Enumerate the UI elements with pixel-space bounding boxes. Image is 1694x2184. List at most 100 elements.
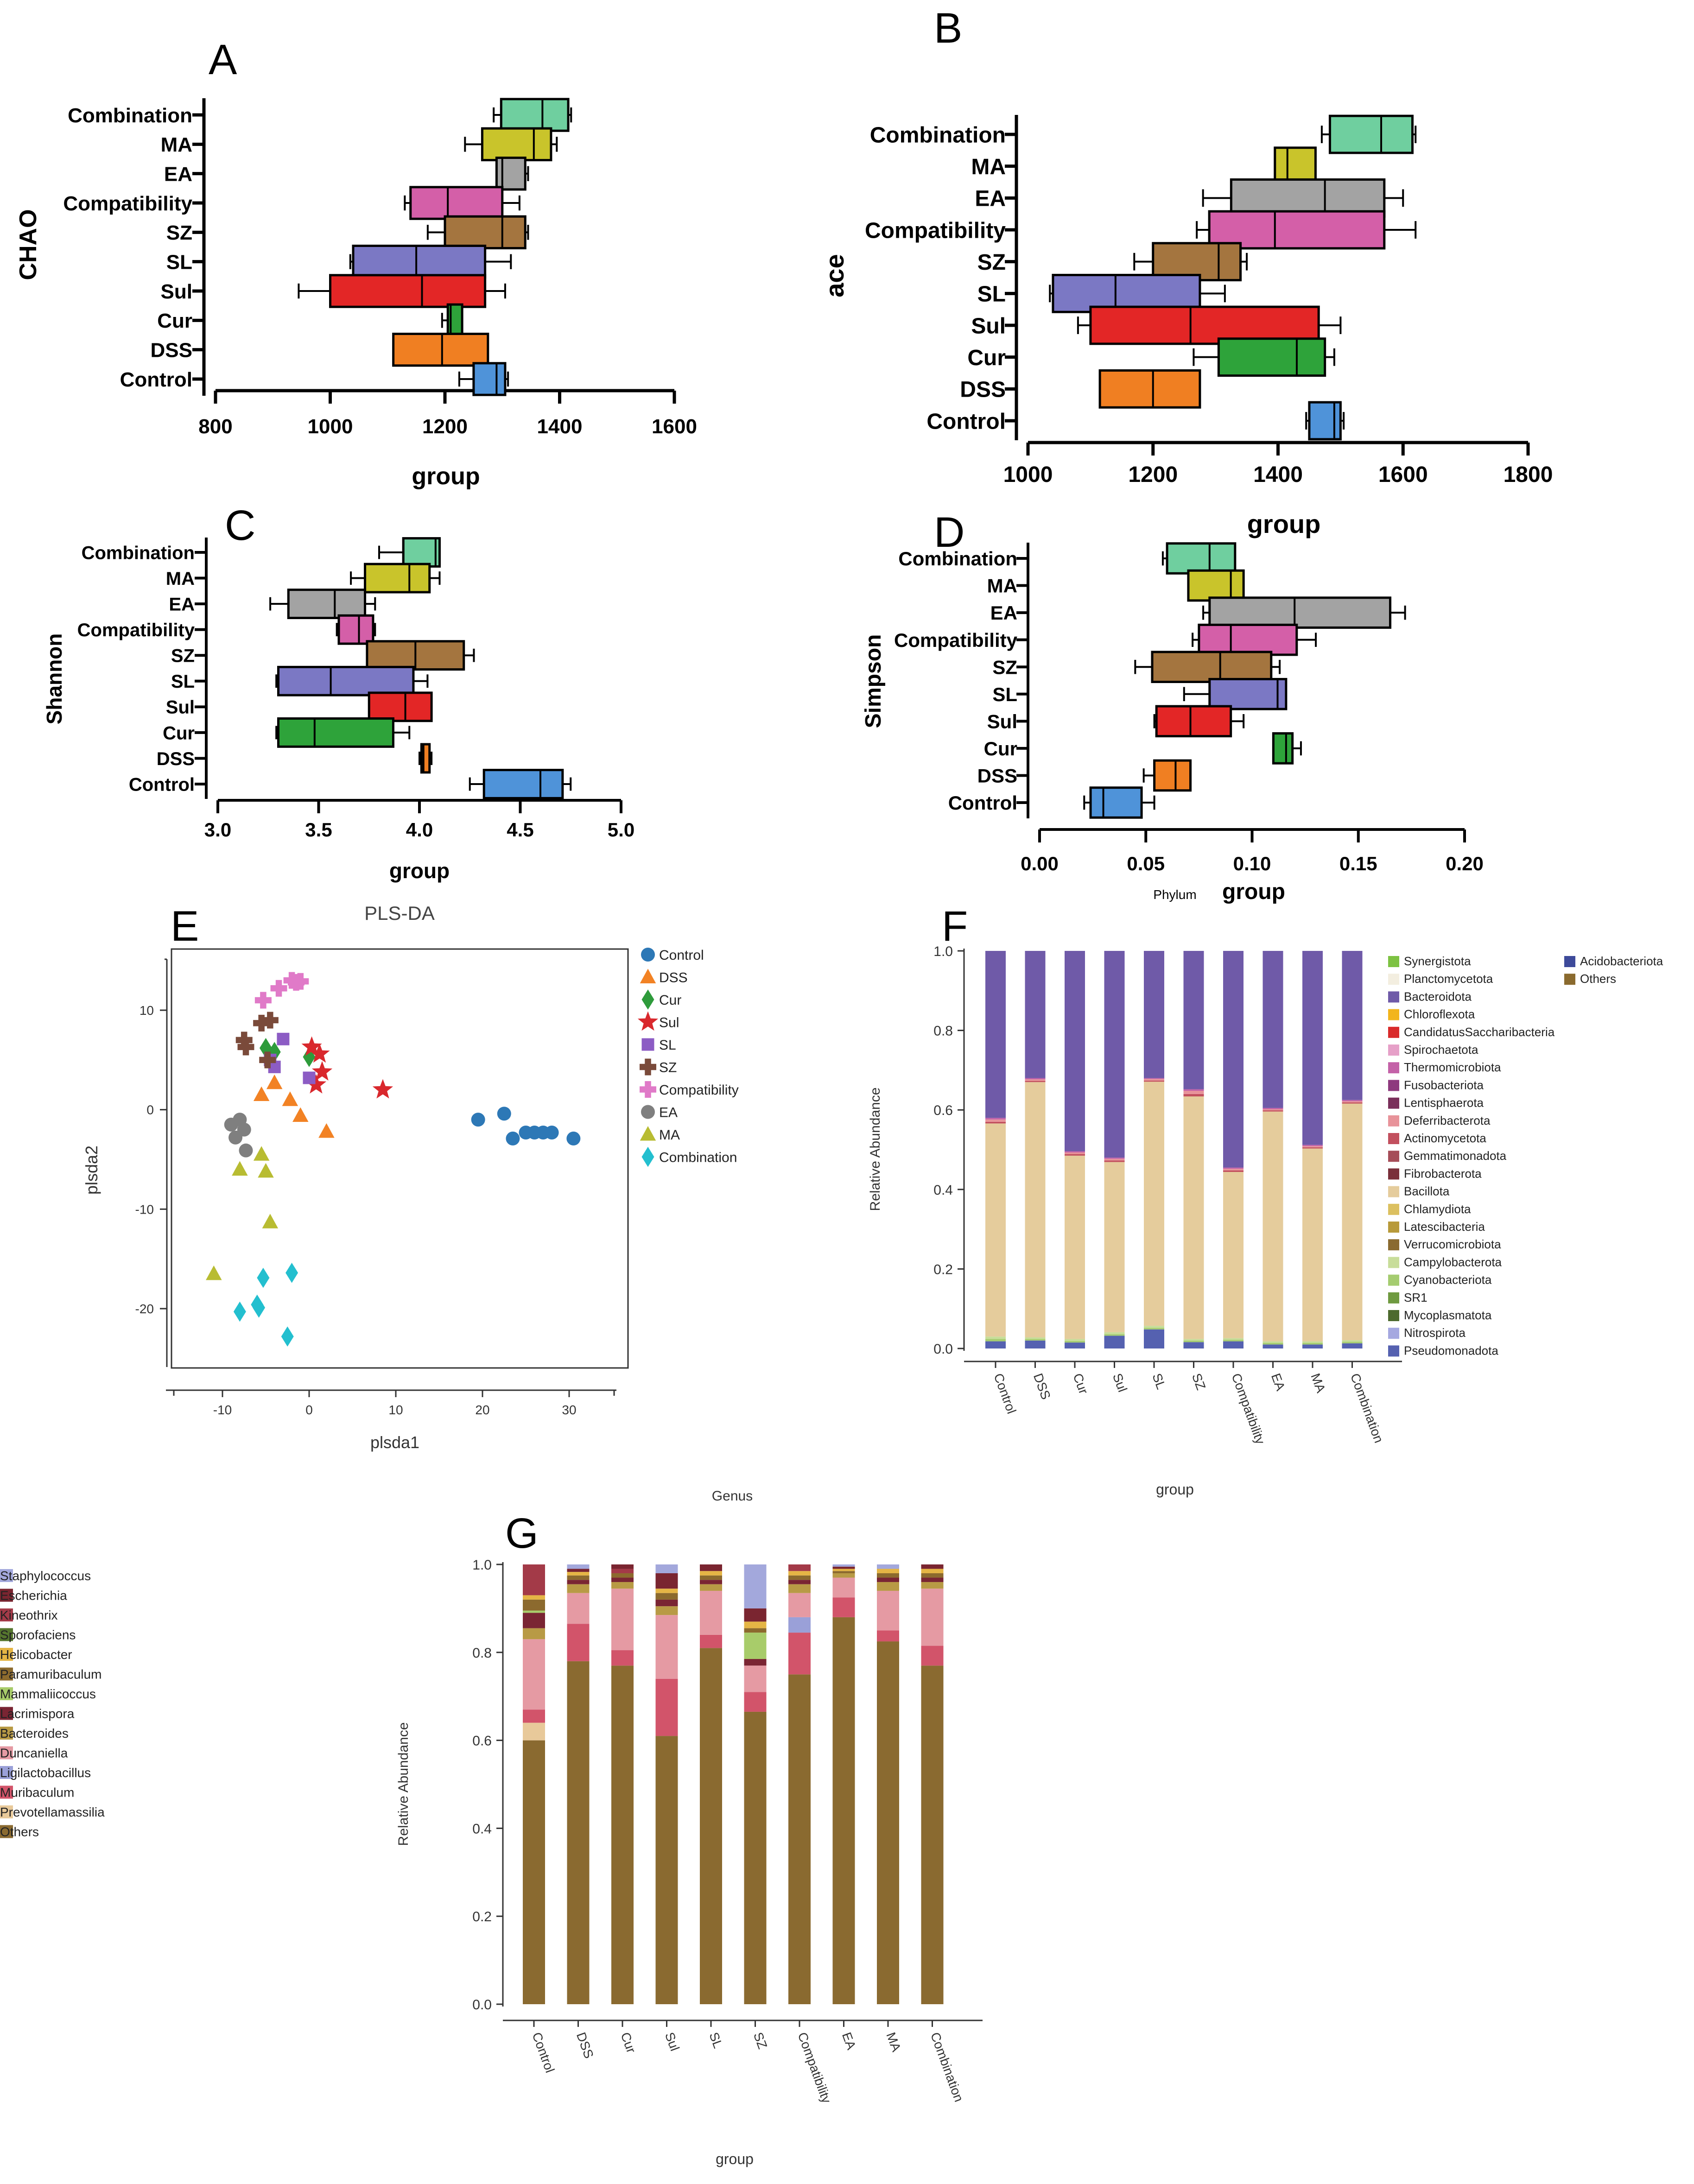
legend-label-f: Synergistota (1404, 954, 1471, 968)
legend-label-g: Kineothrix (0, 1608, 58, 1622)
legend-label-e: Cur (659, 993, 681, 1008)
point-e-combination (281, 1326, 294, 1347)
bar-segment-f-thermomicrobiota (1144, 1078, 1164, 1079)
point-e-sz (259, 1051, 276, 1069)
bar-segment-g-helicobacter (655, 1589, 678, 1593)
point-e-sul (301, 1036, 322, 1056)
legend-swatch-g (0, 1707, 13, 1720)
legend-swatch-f (1388, 1274, 1399, 1286)
chart-title-g: Genus (712, 1488, 753, 1504)
bar-segment-g-staphylococcus (567, 1564, 590, 1569)
x-tick-label-c: 4.5 (507, 819, 533, 841)
bar-segment-g-escherichia (744, 1608, 767, 1622)
box-a-dss (392, 332, 489, 367)
point-e-ea (228, 1130, 243, 1145)
bar-segment-f-pseudomonadota (1025, 1340, 1046, 1348)
legend-swatch-f (1388, 1310, 1399, 1321)
legend-swatch-f (1564, 974, 1575, 985)
bar-segment-g-helicobacter (567, 1572, 590, 1576)
bar-segment-g-duncaniella (567, 1593, 590, 1624)
bar-segment-f-thermomicrobiota (1302, 1145, 1323, 1146)
legend-label-f: Chloroflexota (1404, 1007, 1475, 1021)
bar-segment-f-deferribacterota (1342, 1101, 1363, 1102)
legend-swatch-g (0, 1628, 13, 1641)
point-e-control (566, 1131, 581, 1146)
point-e-combination (253, 1298, 266, 1318)
bar-segment-f-bacteroidota (1104, 951, 1125, 1158)
x-tick-label-f: Combination (1348, 1371, 1386, 1444)
bar-segment-g-bacteroides (788, 1584, 811, 1593)
point-e-dss (266, 1074, 283, 1089)
bar-segment-f-bacteroidota (1065, 951, 1085, 1152)
category-label-c: Control (129, 774, 195, 795)
bar-segment-g-others (523, 1740, 545, 2004)
box-d-ma (1187, 569, 1245, 602)
bar-segment-g-duncaniella (523, 1639, 545, 1710)
legend-label-g: Prevotellamassilia (0, 1805, 105, 1819)
legend-label-f: Latescibacteria (1404, 1220, 1485, 1234)
legend-swatch-f (1388, 1133, 1399, 1144)
category-label-d: Cur (984, 738, 1017, 760)
bar-segment-g-lacrimispora (567, 1580, 590, 1584)
box-a-sl (352, 244, 487, 279)
legend-label-f: Fibrobacterota (1404, 1166, 1482, 1180)
x-axis-title-e: plsda1 (370, 1433, 419, 1452)
bar-segment-g-muribaculum (700, 1634, 722, 1648)
legend-label-f: Lentisphaerota (1404, 1096, 1484, 1110)
category-label-d: DSS (977, 765, 1017, 787)
bar-segment-g-kineothrix (611, 1569, 634, 1573)
legend-swatch-f (1388, 1026, 1399, 1038)
y-axis-title-d: Simpson (861, 634, 886, 728)
legend-label-g: Muribaculum (0, 1785, 74, 1800)
bar-segment-f-cyanobacteriota (1342, 1342, 1363, 1343)
category-label-d: SZ (992, 656, 1017, 678)
bar-segment-f-cyanobacteriota (1025, 1339, 1046, 1341)
legend-swatch-f (1388, 1009, 1399, 1020)
x-tick-label-f: Control (991, 1371, 1019, 1415)
box-c-combination (402, 537, 441, 568)
legend-label-g: Staphylococcus (0, 1569, 91, 1583)
x-tick-label-f: SL (1149, 1371, 1168, 1391)
bar-segment-f-pseudomonadota (1065, 1342, 1085, 1348)
legend-label-g: Paramuribaculum (0, 1667, 102, 1682)
legend-label-f: Pseudomonadota (1404, 1343, 1498, 1357)
bar-segment-f-bacillota (1065, 1155, 1085, 1339)
legend-label-f: Thermomicrobiota (1404, 1060, 1501, 1074)
bar-segment-g-muribaculum (832, 1597, 855, 1617)
box-b-compatibility (1208, 210, 1386, 250)
bar-segment-g-muribaculum (877, 1630, 899, 1642)
point-e-compatibility (254, 992, 272, 1009)
legend-label-g: Bacteroides (0, 1726, 69, 1741)
category-label-c: EA (169, 595, 195, 615)
y-tick-label-g: 0.4 (472, 1821, 492, 1836)
legend-swatch-g (0, 1648, 13, 1661)
bar-segment-g-duncaniella (921, 1589, 944, 1646)
bar-segment-f-bacillota (1302, 1148, 1323, 1342)
bar-segment-g-bacteroides (611, 1582, 634, 1589)
category-label-d: Sul (987, 710, 1017, 732)
bar-segment-g-ligilactobacillus (788, 1617, 811, 1633)
legend-swatch-f (1388, 1168, 1399, 1180)
legend-marker-e-sl (641, 1038, 654, 1051)
x-tick-label-g: SL (706, 2030, 725, 2050)
bar-segment-g-paramuribaculum (744, 1628, 767, 1633)
box-d-compatibility (1198, 623, 1298, 656)
bar-segment-g-duncaniella (832, 1577, 855, 1598)
legend-label-e: DSS (659, 970, 688, 986)
bar-segment-f-bacillota (1104, 1162, 1125, 1332)
legend-swatch-g (0, 1766, 13, 1779)
legend-swatch-g (0, 1785, 13, 1799)
bar-segment-f-campylobacterota (1065, 1339, 1085, 1341)
point-e-ma (253, 1146, 270, 1161)
y-tick-label-e: 0 (146, 1103, 154, 1117)
bar-segment-g-others (877, 1641, 899, 2004)
bar-segment-g-others (788, 1674, 811, 2004)
bar-segment-f-cyanobacteriota (1263, 1342, 1283, 1345)
legend-swatch-g (0, 1589, 13, 1602)
bar-segment-f-thermomicrobiota (1263, 1108, 1283, 1109)
bar-segment-g-helicobacter (744, 1621, 767, 1628)
legend-label-f: Gemmatimonadota (1404, 1149, 1507, 1163)
bar-segment-g-bacteroides (921, 1582, 944, 1589)
category-label-b: Combination (870, 123, 1006, 147)
